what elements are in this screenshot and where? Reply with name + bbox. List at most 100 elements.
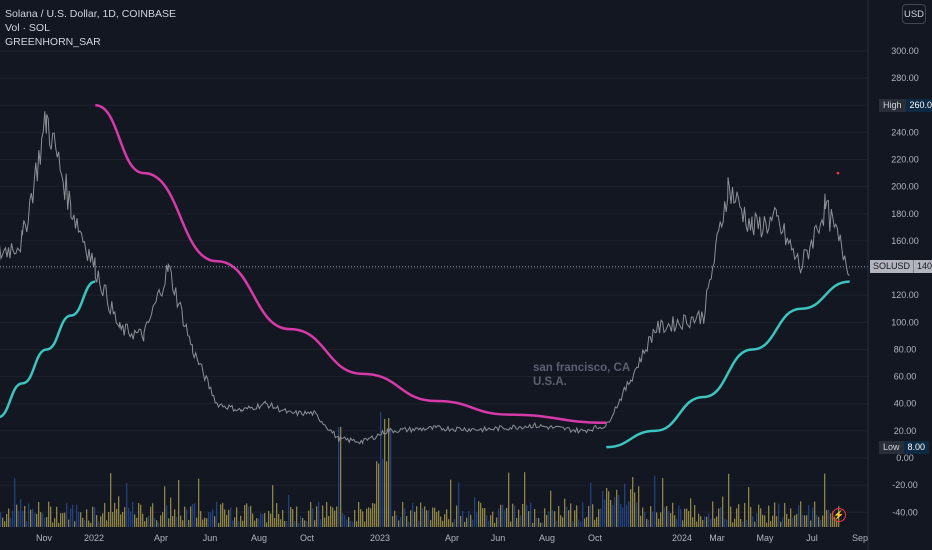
volume-bar (122, 511, 124, 527)
volume-bar (314, 520, 316, 527)
x-tick-label: Mar (709, 533, 725, 543)
volume-bar (756, 513, 758, 527)
volume-bar (698, 513, 700, 527)
volume-bar (482, 508, 484, 527)
indicator-legend[interactable]: GREENHORN_SAR (5, 36, 101, 48)
volume-bar (820, 520, 822, 527)
volume-bar (684, 508, 686, 527)
volume-bar (274, 517, 276, 527)
volume-bar (398, 520, 400, 527)
volume-bar (830, 513, 832, 527)
high-tag: High 260.00 (879, 99, 932, 112)
volume-bar (802, 515, 804, 527)
volume-bar (792, 517, 794, 527)
symbol-title[interactable]: Solana / U.S. Dollar, 1D, COINBASE (5, 8, 176, 20)
volume-bar (248, 506, 250, 527)
volume-bar (242, 520, 244, 527)
volume-bar (96, 515, 98, 527)
volume-bar (652, 511, 654, 527)
volume-bar (708, 513, 710, 527)
y-tick-label: -40.00 (892, 507, 918, 517)
volume-bar (106, 520, 108, 527)
volume-bar (804, 515, 806, 527)
volume-bar (542, 522, 544, 527)
volume-bar (264, 513, 266, 527)
volume-bar (570, 503, 572, 527)
volume-bar (112, 512, 114, 527)
currency-button[interactable]: USD (902, 4, 926, 24)
volume-bar (514, 505, 516, 527)
volume-bar (142, 513, 144, 527)
volume-bar (152, 503, 154, 527)
low-tag: Low 8.00 (879, 441, 930, 454)
volume-bar (522, 503, 524, 527)
volume-bar (798, 505, 800, 527)
volume-bar (598, 509, 600, 527)
volume-bar (120, 514, 122, 527)
volume-bar (234, 517, 236, 527)
volume-bar (362, 511, 364, 527)
volume-bar (78, 512, 80, 527)
volume-bar (332, 507, 334, 527)
volume-bar (372, 503, 374, 527)
volume-bar (630, 489, 632, 527)
volume-bar (416, 506, 418, 527)
volume-bar (266, 522, 268, 527)
volume-bar (300, 515, 302, 527)
volume-bar (350, 520, 352, 527)
volume-bar (268, 510, 270, 527)
volume-bar (470, 514, 472, 527)
volume-bar (748, 487, 750, 527)
volume-bar (762, 514, 764, 527)
volume-bar (658, 518, 660, 527)
volume-bar (140, 504, 142, 527)
volume-bar (258, 518, 260, 527)
volume-bar (666, 506, 668, 527)
volume-bar (774, 502, 776, 527)
volume-bar (304, 520, 306, 527)
y-tick-label: 100.00 (891, 317, 919, 327)
volume-bar (498, 508, 500, 527)
volume-bar (244, 505, 246, 527)
volume-bar (506, 507, 508, 527)
volume-legend[interactable]: Vol · SOL (5, 22, 50, 34)
volume-bar (484, 508, 486, 527)
volume-bar (396, 515, 398, 527)
volume-bar (330, 506, 332, 527)
volume-bar (44, 517, 46, 527)
volume-bar (512, 503, 514, 527)
volume-bar (246, 503, 248, 527)
volume-bar (108, 512, 110, 527)
volume-bar (824, 473, 826, 527)
volume-bar (118, 496, 120, 527)
volume-bar (34, 513, 36, 527)
volume-bar (348, 516, 350, 527)
volume-bar (466, 517, 468, 527)
volume-bar (376, 461, 378, 527)
volume-bar (182, 520, 184, 527)
volume-bar (782, 517, 784, 527)
volume-bar (440, 516, 442, 527)
y-tick-label: 180.00 (891, 209, 919, 219)
volume-bar (322, 505, 324, 527)
y-tick-label: 40.00 (894, 399, 917, 409)
volume-bar (788, 518, 790, 527)
volume-bar (508, 472, 510, 527)
volume-bar (768, 505, 770, 527)
lightning-icon[interactable]: ⚡ (832, 508, 846, 522)
x-tick-label: Aug (251, 533, 267, 543)
volume-bar (588, 505, 590, 527)
volume-bar (602, 490, 604, 527)
volume-bar (716, 516, 718, 527)
y-tick-label: 240.00 (891, 127, 919, 137)
volume-bar (478, 501, 480, 527)
volume-bar (176, 516, 178, 527)
volume-bar (104, 503, 106, 527)
volume-bar (650, 506, 652, 527)
volume-bar (170, 497, 172, 527)
volume-bar (208, 512, 210, 527)
volume-bar (190, 506, 192, 527)
volume-bar (312, 508, 314, 527)
volume-bar (22, 510, 24, 527)
